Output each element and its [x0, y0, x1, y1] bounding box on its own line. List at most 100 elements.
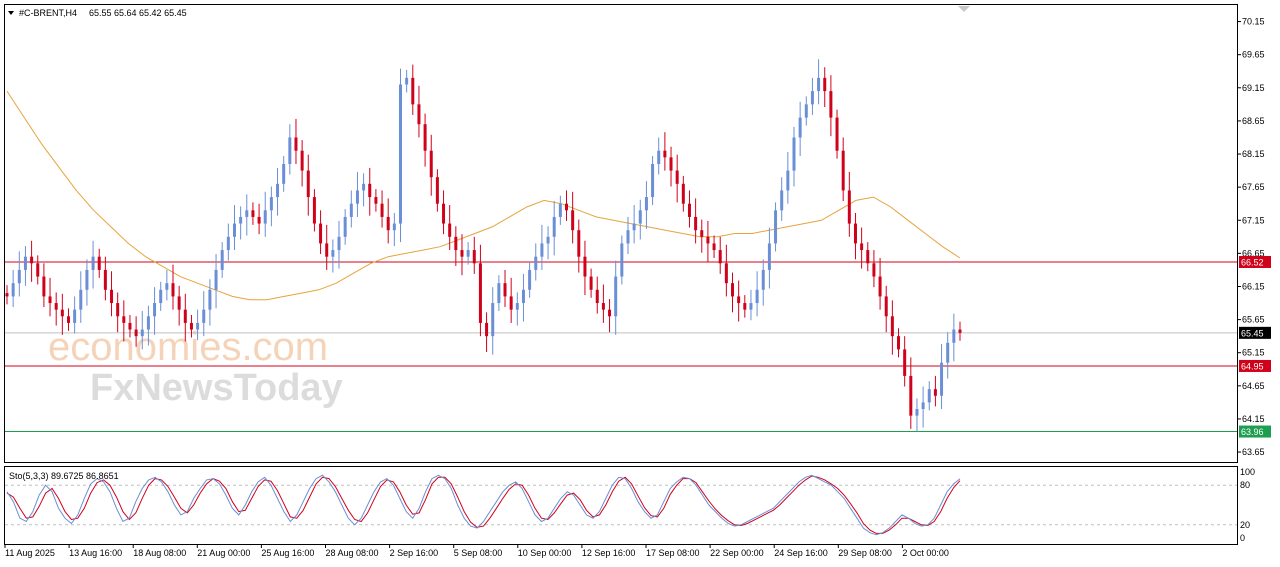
candle-body — [146, 316, 150, 330]
price-tick-label: 66.15 — [1242, 281, 1265, 291]
candle-body — [712, 243, 716, 251]
candle-body — [620, 243, 624, 277]
candle-body — [657, 150, 661, 164]
candle-body — [958, 329, 962, 333]
candle-body — [103, 269, 107, 290]
candle-body — [478, 263, 482, 323]
candle-body — [872, 263, 876, 277]
stoch-tick-label: 20 — [1240, 520, 1250, 530]
candle-body — [884, 296, 888, 317]
candle-body — [565, 203, 569, 211]
candle-body — [946, 342, 950, 363]
candle-body — [829, 91, 833, 118]
level-tag-label: 66.52 — [1241, 257, 1264, 267]
price-tick-label: 67.65 — [1242, 182, 1265, 192]
candle-body — [571, 210, 575, 231]
candle-body — [36, 263, 40, 277]
price-tick-label: 66.65 — [1242, 248, 1265, 258]
candle-body — [140, 329, 144, 337]
candle-body — [909, 375, 913, 416]
price-tick-label: 67.15 — [1242, 215, 1265, 225]
candle-body — [466, 250, 470, 257]
candle-body — [405, 77, 409, 85]
level-tag-label: 65.45 — [1241, 328, 1264, 338]
candle-body — [823, 77, 827, 92]
candle-body — [614, 276, 618, 317]
time-tick-label: 2 Oct 00:00 — [902, 548, 949, 558]
candle-body — [681, 183, 685, 204]
candle-body — [448, 223, 452, 237]
level-tag-bg — [1239, 326, 1271, 339]
candle-body — [743, 303, 747, 310]
candle-body — [810, 91, 814, 105]
candle-body — [306, 170, 310, 198]
candle-body — [220, 250, 224, 270]
candle-body — [644, 197, 648, 211]
candle-body — [282, 163, 286, 184]
time-tick-label: 17 Sep 08:00 — [646, 548, 700, 558]
candle-body — [515, 303, 519, 310]
stoch-tick-label: 100 — [1240, 467, 1255, 477]
candle-body — [940, 362, 944, 396]
candle-body — [435, 177, 439, 204]
level-tag-bg — [1239, 359, 1271, 372]
candle-body — [442, 203, 446, 224]
candle-body — [897, 336, 901, 350]
candle-body — [251, 210, 255, 217]
candle-body — [921, 402, 925, 410]
candle-body — [755, 289, 759, 304]
candle-body — [5, 293, 9, 297]
candle-body — [398, 84, 402, 224]
time-tick-label: 21 Aug 00:00 — [197, 548, 250, 558]
candle-body — [454, 236, 458, 251]
candle-body — [202, 309, 206, 323]
candle-body — [11, 283, 15, 297]
candle-body — [23, 256, 27, 270]
candle-body — [66, 316, 70, 323]
scroll-marker-icon[interactable] — [958, 6, 970, 12]
price-tick-label: 64.65 — [1242, 381, 1265, 391]
candle-body — [847, 190, 851, 224]
candle-body — [17, 269, 21, 284]
candle-body — [521, 289, 525, 304]
candle-body — [276, 183, 280, 198]
candle-body — [349, 203, 353, 217]
candle-body — [663, 150, 667, 158]
price-tick-label: 69.65 — [1242, 50, 1265, 60]
candle-body — [952, 329, 956, 343]
candle-body — [269, 197, 273, 211]
time-tick-label: 13 Aug 16:00 — [69, 548, 122, 558]
candle-body — [263, 210, 267, 224]
price-tick-label: 69.15 — [1242, 83, 1265, 93]
candle-body — [257, 216, 261, 224]
price-tick-label: 68.15 — [1242, 149, 1265, 159]
candle-body — [774, 210, 778, 244]
candle-body — [589, 276, 593, 290]
stoch-tick-label: 80 — [1240, 480, 1250, 490]
candle-body — [183, 309, 187, 323]
menu-triangle-icon[interactable] — [8, 11, 14, 15]
price-tick-label: 70.15 — [1242, 17, 1265, 27]
candle-body — [331, 250, 335, 257]
stoch-signal-line — [6, 475, 961, 534]
candle-body — [159, 289, 163, 304]
stochastic-axis: 100 80 20 0 — [1240, 467, 1255, 543]
candle-body — [319, 223, 323, 244]
price-axis: 70.15 69.65 69.15 68.65 68.15 67.65 67.15 66.65… — [1237, 17, 1265, 457]
candle-body — [786, 170, 790, 191]
candle-body — [638, 210, 642, 224]
candle-body — [724, 263, 728, 284]
ohlc-label: 65.55 65.64 65.42 65.45 — [89, 8, 187, 18]
candle-body — [528, 269, 532, 290]
candle-body — [651, 163, 655, 198]
candle-body — [91, 256, 95, 270]
candle-body — [343, 216, 347, 237]
candle-body — [411, 77, 415, 105]
candle-body — [853, 223, 857, 244]
candle-body — [362, 183, 366, 191]
candle-body — [368, 183, 372, 198]
candle-body — [503, 283, 507, 297]
level-tag-bg — [1239, 425, 1271, 438]
candle-body — [860, 243, 864, 251]
